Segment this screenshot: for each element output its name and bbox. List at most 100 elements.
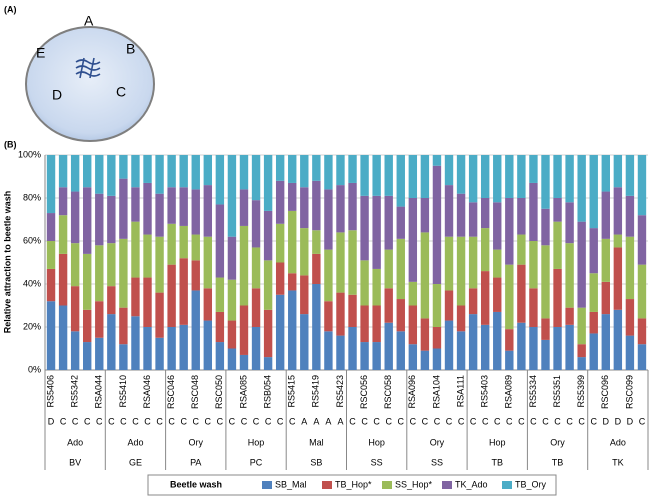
bar-segment	[239, 305, 249, 355]
bar-segment	[336, 232, 345, 293]
bar-segment	[493, 155, 502, 203]
source-label: A	[337, 416, 343, 426]
bar-segment	[167, 264, 176, 327]
group-label: PC	[250, 457, 263, 467]
source-label: D	[615, 416, 622, 426]
source-label: C	[446, 416, 453, 426]
x-tick-label: RSC048	[190, 375, 200, 409]
bar-segment	[396, 299, 405, 332]
group-label: SS	[371, 457, 383, 467]
bar-segment	[480, 228, 490, 272]
source-label: C	[217, 416, 224, 426]
legend-swatch	[382, 481, 392, 489]
bar-segment	[408, 344, 418, 370]
bar-segment	[444, 236, 454, 291]
bar-segment	[300, 187, 309, 229]
bar-segment	[553, 221, 562, 269]
bar-segment	[396, 155, 405, 207]
bar-segment	[372, 155, 381, 196]
bar-segment	[46, 301, 56, 370]
bar-segment	[324, 249, 333, 302]
source-label: C	[385, 416, 392, 426]
bar-segment	[444, 155, 454, 186]
bar-segment	[143, 327, 152, 370]
source-label: C	[289, 416, 296, 426]
bar-segment	[336, 185, 345, 233]
bar-segment	[456, 155, 466, 194]
bar-segment	[468, 155, 478, 203]
bar-segment	[468, 288, 478, 315]
bar-segment	[336, 155, 345, 186]
bar-segment	[275, 180, 285, 224]
bar-segment	[601, 238, 610, 282]
bar-segment	[565, 307, 574, 325]
bar-segment	[143, 234, 152, 278]
bar-segment	[143, 155, 152, 183]
bar-segment	[288, 155, 297, 183]
x-tick-label: RSC056	[359, 375, 369, 409]
bar-segment	[312, 284, 321, 370]
bar-segment	[155, 193, 164, 237]
legend-swatch	[322, 481, 332, 489]
source-label: C	[229, 416, 236, 426]
x-tick-label: RSA089	[504, 375, 514, 409]
bar-segment	[275, 294, 285, 370]
source-label: C	[566, 416, 573, 426]
bar-segment	[83, 187, 92, 254]
legend-label: TB_Hop*	[335, 479, 372, 489]
bar-segment	[565, 155, 574, 203]
source-label: C	[144, 416, 151, 426]
bar-segment	[58, 215, 68, 254]
x-tick-label: RS5351	[552, 375, 562, 408]
bar-segment	[300, 155, 309, 188]
bar-segment	[239, 225, 249, 306]
bar-segment	[227, 236, 237, 280]
x-tick-label: RS5415	[287, 375, 297, 408]
bar-segment	[444, 290, 454, 321]
bar-segment	[565, 324, 574, 370]
source-label: C	[470, 416, 477, 426]
legend-box	[147, 474, 557, 496]
bar-segment	[275, 223, 285, 263]
bar-segment	[505, 329, 514, 351]
bar-segment	[493, 311, 502, 370]
source-label: C	[180, 416, 187, 426]
bar-segment	[167, 155, 176, 188]
x-tick-label: RS5406	[45, 375, 55, 408]
bar-segment	[553, 198, 562, 222]
bar-segment	[227, 320, 237, 349]
host-label: Ado	[610, 437, 626, 447]
bar-segment	[203, 288, 213, 321]
bar-segment	[589, 273, 598, 312]
bar-segment	[637, 264, 647, 319]
bar-segment	[384, 288, 393, 323]
bar-segment	[83, 309, 92, 343]
bar-segment	[372, 305, 381, 343]
bar-segment	[541, 208, 550, 246]
bar-segment	[480, 155, 490, 198]
source-label: A	[301, 416, 307, 426]
bar-segment	[179, 225, 188, 259]
source-label: C	[349, 416, 356, 426]
bar-segment	[589, 155, 598, 229]
bar-segment	[70, 286, 80, 332]
bar-segment	[360, 260, 369, 306]
bar-segment	[227, 279, 237, 321]
bar-segment	[637, 318, 647, 345]
bar-segment	[215, 311, 225, 343]
bar-segment	[46, 241, 56, 269]
bar-segment	[625, 155, 635, 196]
dish-label: E	[36, 45, 45, 61]
bar-segment	[155, 155, 164, 194]
bar-segment	[625, 236, 635, 300]
bar-segment	[613, 187, 623, 235]
source-label: D	[627, 416, 634, 426]
bar-segment	[58, 253, 68, 306]
source-label: C	[458, 416, 465, 426]
bar-segment	[107, 286, 116, 315]
group-label: TB	[491, 457, 503, 467]
dish-label: B	[126, 41, 135, 57]
bar-segment	[420, 350, 430, 370]
host-label: Hop	[368, 437, 385, 447]
bar-segment	[251, 288, 261, 327]
